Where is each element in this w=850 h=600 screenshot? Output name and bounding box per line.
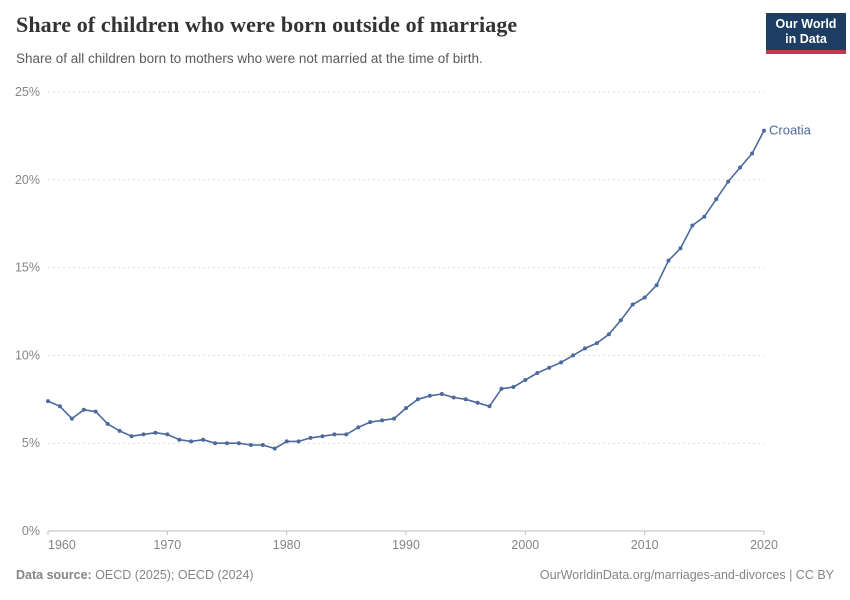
x-tick-label: 1990 [392,538,420,552]
data-point[interactable] [750,151,755,156]
datasource-value: OECD (2025); OECD (2024) [91,568,254,582]
data-point[interactable] [105,421,110,426]
y-tick-label: 10% [15,348,40,362]
data-point[interactable] [153,430,158,435]
data-point[interactable] [738,165,743,170]
data-point[interactable] [702,214,707,219]
data-point[interactable] [594,341,599,346]
data-point[interactable] [129,434,134,439]
x-tick-label: 2000 [511,538,539,552]
data-point[interactable] [451,395,456,400]
data-point[interactable] [511,385,516,389]
data-point[interactable] [320,434,325,439]
data-point[interactable] [499,386,504,391]
data-point[interactable] [141,432,146,437]
series-line[interactable] [47,129,765,450]
data-point[interactable] [81,407,86,412]
data-point[interactable] [201,437,206,442]
data-point[interactable] [475,400,480,405]
data-point[interactable] [189,439,194,444]
data-point[interactable] [356,425,361,430]
data-point[interactable] [404,406,408,411]
data-point[interactable] [618,318,623,323]
data-point[interactable] [260,443,265,447]
data-point[interactable] [117,428,122,433]
data-point[interactable] [57,404,62,409]
x-tick-label: 1980 [273,538,301,552]
entity-label: Croatia [769,123,812,138]
data-point[interactable] [630,302,635,307]
data-point[interactable] [46,399,50,404]
logo-line-1: Our World [775,17,837,31]
x-tick-label: 2020 [750,538,778,552]
data-point[interactable] [666,258,671,263]
data-point[interactable] [523,378,528,382]
y-tick-label: 0% [22,524,40,538]
page-title: Share of children who were born outside … [16,12,518,37]
data-point[interactable] [690,223,695,228]
data-point[interactable] [272,446,277,451]
data-point[interactable] [177,437,182,442]
data-point[interactable] [571,353,576,358]
y-tick-label: 20% [15,173,40,187]
data-point[interactable] [344,432,349,437]
data-point[interactable] [332,432,337,437]
data-point[interactable] [463,397,468,402]
data-point[interactable] [678,246,683,251]
data-point[interactable] [213,441,218,446]
data-point[interactable] [284,439,289,444]
data-point[interactable] [487,404,492,409]
datasource-label: Data source: [16,568,92,582]
x-tick-label: 2010 [631,538,659,552]
data-point[interactable] [726,179,731,184]
logo-line-2: in Data [785,31,827,46]
credit-link[interactable]: OurWorldinData.org/marriages-and-divorce… [539,568,786,582]
y-tick-label: 5% [22,436,40,450]
data-point[interactable] [642,295,647,300]
data-point[interactable] [368,420,373,425]
data-point[interactable] [308,435,313,440]
chart-subtitle: Share of all children born to mothers wh… [16,51,483,66]
data-point[interactable] [654,283,659,288]
data-point[interactable] [547,365,552,370]
footer-credit: OurWorldinData.org/marriages-and-divorce… [540,568,834,582]
data-point[interactable] [165,432,170,437]
y-tick-label: 15% [15,261,40,275]
data-point[interactable] [392,416,397,421]
footer-datasource: Data source: OECD (2025); OECD (2024) [16,568,254,582]
data-point[interactable] [559,360,564,365]
data-point[interactable] [69,416,74,421]
data-point[interactable] [93,409,98,414]
x-tick-label: 1970 [153,538,181,552]
x-tick-label: 1960 [48,538,76,552]
data-point[interactable] [762,128,766,133]
data-point[interactable] [380,418,385,423]
data-point[interactable] [606,332,611,337]
data-point[interactable] [427,393,432,398]
data-point[interactable] [236,441,241,446]
data-point[interactable] [296,439,301,444]
license-text: | CC BY [785,568,834,582]
owid-logo: Our World in Data [766,13,846,54]
data-point[interactable] [225,441,229,446]
data-point[interactable] [714,197,719,202]
data-point[interactable] [439,392,444,396]
data-point[interactable] [248,443,253,447]
y-tick-label: 25% [15,85,40,99]
data-point[interactable] [535,371,540,375]
data-point[interactable] [415,397,420,402]
data-point[interactable] [583,346,587,351]
